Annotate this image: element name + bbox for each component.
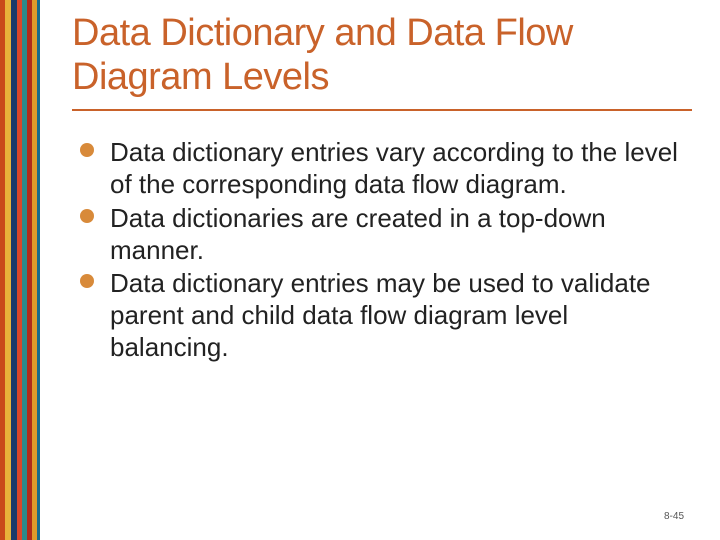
bullet-text: Data dictionaries are created in a top-d… [110, 203, 606, 265]
bullet-icon [80, 143, 94, 157]
slide-title: Data Dictionary and Data Flow Diagram Le… [72, 12, 692, 99]
bullet-text: Data dictionary entries may be used to v… [110, 268, 651, 361]
bullet-text: Data dictionary entries vary according t… [110, 137, 678, 199]
bullet-item: Data dictionary entries vary according t… [110, 137, 692, 200]
title-divider [72, 109, 692, 111]
page-number: 8-45 [664, 511, 684, 522]
bullet-item: Data dictionaries are created in a top-d… [110, 203, 692, 266]
slide-content: Data Dictionary and Data Flow Diagram Le… [72, 12, 692, 365]
decorative-side-stripe [0, 0, 38, 540]
bullet-item: Data dictionary entries may be used to v… [110, 268, 692, 363]
bullet-icon [80, 274, 94, 288]
bullet-icon [80, 209, 94, 223]
bullet-list: Data dictionary entries vary according t… [72, 137, 692, 363]
